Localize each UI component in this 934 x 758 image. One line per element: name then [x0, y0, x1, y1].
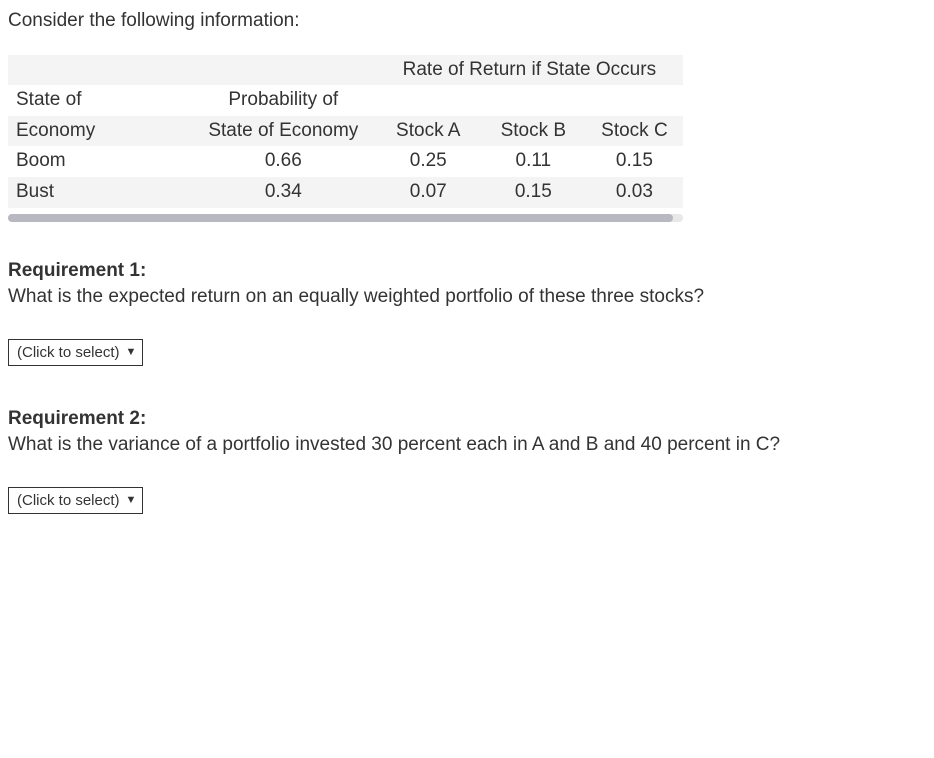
col-header-state-line1: State of [8, 85, 191, 116]
select-placeholder: (Click to select) [17, 342, 120, 363]
cell-stock-c: 0.15 [586, 146, 683, 177]
requirement-1-title: Requirement 1: [8, 258, 926, 285]
col-header-stock-a: Stock A [376, 116, 481, 147]
cell-stock-a: 0.25 [376, 146, 481, 177]
cell-stock-b: 0.15 [481, 177, 586, 208]
col-header-stock-c: Stock C [586, 116, 683, 147]
answer-select-1[interactable]: (Click to select) ▼ [8, 339, 143, 366]
requirement-2-title: Requirement 2: [8, 406, 926, 433]
returns-table: Rate of Return if State Occurs State of … [8, 55, 683, 208]
intro-text: Consider the following information: [8, 8, 926, 35]
horizontal-scrollbar-thumb[interactable] [8, 214, 673, 222]
cell-prob: 0.66 [191, 146, 376, 177]
col-header-prob-line2: State of Economy [191, 116, 376, 147]
chevron-down-icon: ▼ [126, 345, 137, 360]
rate-of-return-header: Rate of Return if State Occurs [376, 55, 683, 86]
data-table-wrap: Rate of Return if State Occurs State of … [8, 55, 683, 208]
col-header-prob-line1: Probability of [191, 85, 376, 116]
table-header-row-2a: State of Probability of [8, 85, 683, 116]
table-header-row-2b: Economy State of Economy Stock A Stock B… [8, 116, 683, 147]
answer-select-2[interactable]: (Click to select) ▼ [8, 487, 143, 514]
table-row: Boom 0.66 0.25 0.11 0.15 [8, 146, 683, 177]
requirement-2-text: What is the variance of a portfolio inve… [8, 432, 926, 459]
col-header-state-line2: Economy [8, 116, 191, 147]
select-placeholder: (Click to select) [17, 490, 120, 511]
cell-prob: 0.34 [191, 177, 376, 208]
cell-state: Boom [8, 146, 191, 177]
chevron-down-icon: ▼ [126, 493, 137, 508]
cell-state: Bust [8, 177, 191, 208]
cell-stock-b: 0.11 [481, 146, 586, 177]
table-header-row-1: Rate of Return if State Occurs [8, 55, 683, 86]
horizontal-scrollbar-track[interactable] [8, 214, 683, 222]
requirement-1-text: What is the expected return on an equall… [8, 284, 926, 311]
cell-stock-c: 0.03 [586, 177, 683, 208]
col-header-stock-b: Stock B [481, 116, 586, 147]
cell-stock-a: 0.07 [376, 177, 481, 208]
table-row: Bust 0.34 0.07 0.15 0.03 [8, 177, 683, 208]
